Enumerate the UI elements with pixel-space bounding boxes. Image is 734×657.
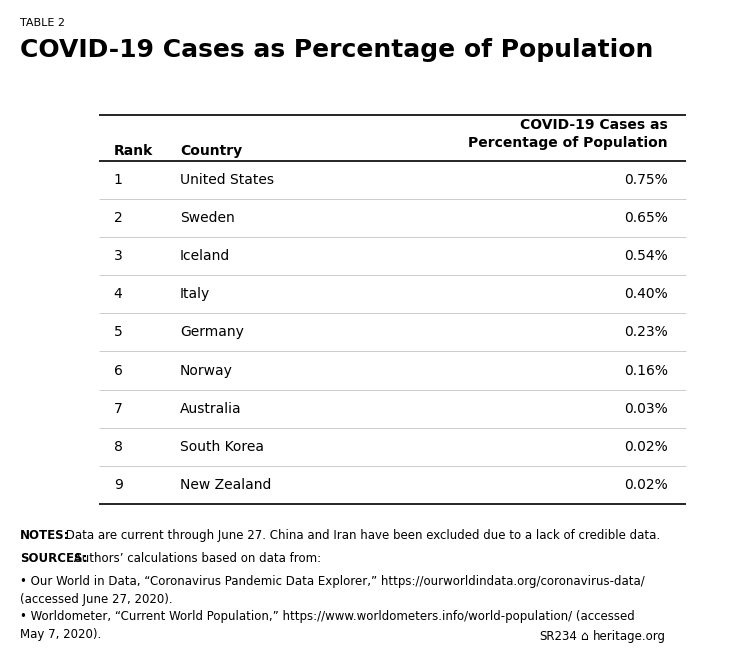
Text: 0.02%: 0.02%: [624, 478, 668, 492]
Text: 6: 6: [114, 363, 123, 378]
Text: Australia: Australia: [180, 401, 241, 416]
Text: TABLE 2: TABLE 2: [20, 18, 65, 28]
Text: SR234: SR234: [539, 629, 578, 643]
Text: COVID-19 Cases as Percentage of Population: COVID-19 Cases as Percentage of Populati…: [20, 38, 653, 62]
Text: South Korea: South Korea: [180, 440, 264, 454]
Text: Sweden: Sweden: [180, 211, 235, 225]
Text: NOTES:: NOTES:: [20, 529, 69, 542]
Text: Norway: Norway: [180, 363, 233, 378]
Text: • Worldometer, “Current World Population,” https://www.worldometers.info/world-p: • Worldometer, “Current World Population…: [20, 610, 635, 641]
Text: COVID-19 Cases as
Percentage of Population: COVID-19 Cases as Percentage of Populati…: [468, 118, 668, 150]
Text: Italy: Italy: [180, 287, 210, 302]
Text: 0.16%: 0.16%: [624, 363, 668, 378]
Text: New Zealand: New Zealand: [180, 478, 271, 492]
Text: 0.02%: 0.02%: [624, 440, 668, 454]
Text: Rank: Rank: [114, 144, 153, 158]
Text: 0.54%: 0.54%: [624, 249, 668, 263]
Text: 0.03%: 0.03%: [624, 401, 668, 416]
Text: SOURCES:: SOURCES:: [20, 552, 87, 565]
Text: 3: 3: [114, 249, 123, 263]
Text: 0.40%: 0.40%: [624, 287, 668, 302]
Text: 5: 5: [114, 325, 123, 340]
Text: Authors’ calculations based on data from:: Authors’ calculations based on data from…: [70, 552, 321, 565]
Text: 0.23%: 0.23%: [624, 325, 668, 340]
Text: 8: 8: [114, 440, 123, 454]
Text: 0.75%: 0.75%: [624, 173, 668, 187]
Text: 9: 9: [114, 478, 123, 492]
Text: 1: 1: [114, 173, 123, 187]
Text: Data are current through June 27. China and Iran have been excluded due to a lac: Data are current through June 27. China …: [62, 529, 661, 542]
Text: Iceland: Iceland: [180, 249, 230, 263]
Text: 0.65%: 0.65%: [624, 211, 668, 225]
Text: Country: Country: [180, 144, 242, 158]
Text: heritage.org: heritage.org: [593, 629, 666, 643]
Text: • Our World in Data, “Coronavirus Pandemic Data Explorer,” https://ourworldindat: • Our World in Data, “Coronavirus Pandem…: [20, 575, 644, 606]
Text: 7: 7: [114, 401, 123, 416]
Text: ⌂: ⌂: [580, 629, 588, 643]
Text: 2: 2: [114, 211, 123, 225]
Text: United States: United States: [180, 173, 274, 187]
Text: 4: 4: [114, 287, 123, 302]
Text: Germany: Germany: [180, 325, 244, 340]
